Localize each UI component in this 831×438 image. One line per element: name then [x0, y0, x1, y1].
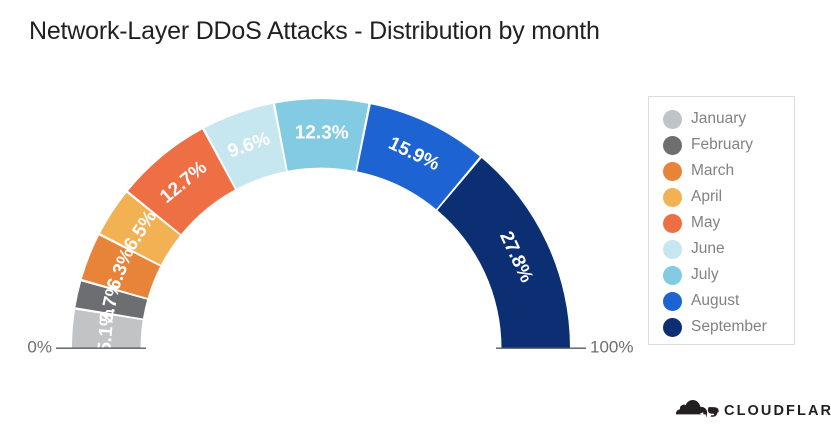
legend-swatch-icon [663, 213, 682, 233]
legend-item-february[interactable]: February [649, 132, 794, 158]
brand-wordmark: CLOUDFLARE® [724, 403, 831, 419]
axis-end-label: 100% [590, 337, 633, 356]
gauge-value-label: 12.3% [295, 122, 349, 143]
legend-item-september[interactable]: September [649, 314, 794, 340]
gauge-segment-march[interactable] [81, 235, 161, 299]
legend-item-april[interactable]: April [649, 184, 794, 210]
legend-item-label: September [691, 318, 767, 335]
page-title: Network-Layer DDoS Attacks - Distributio… [29, 17, 600, 45]
legend-swatch-icon [663, 239, 682, 259]
brand-wordmark-text: CLOUDFLARE [724, 402, 831, 419]
gauge-value-label: 5.1% [94, 308, 118, 353]
legend-swatch-icon [663, 109, 682, 129]
legend-item-march[interactable]: March [649, 158, 794, 184]
legend-item-label: March [691, 162, 735, 179]
legend-swatch-icon [663, 291, 682, 311]
gauge-segment-february[interactable] [75, 281, 148, 319]
gauge-segment-january[interactable] [72, 309, 143, 349]
legend-item-label: January [691, 110, 747, 127]
legend: January February March April May June July Augu… [648, 96, 795, 345]
gauge-segment-group [72, 99, 570, 349]
legend-item-june[interactable]: June [649, 236, 794, 262]
cloud-icon [676, 400, 720, 421]
gauge-svg: 5.1%3.7%6.3%6.5%12.7%9.6% 12.3%15.9%27.8%… [27, 99, 633, 356]
gauge-segment-april[interactable] [100, 192, 181, 265]
gauge-segment-may[interactable] [128, 129, 235, 235]
legend-item-july[interactable]: July [649, 262, 794, 288]
legend-item-label: July [691, 266, 719, 283]
legend-item-august[interactable]: August [649, 288, 794, 314]
legend-item-may[interactable]: May [649, 210, 794, 236]
gauge-segment-august[interactable] [357, 104, 480, 210]
legend-item-label: May [691, 214, 721, 231]
legend-item-label: April [691, 188, 723, 205]
legend-item-label: February [691, 136, 754, 153]
legend-swatch-icon [663, 161, 682, 181]
legend-item-january[interactable]: January [649, 106, 794, 132]
gauge-segment-june[interactable] [204, 103, 287, 189]
legend-swatch-icon [663, 135, 682, 155]
gauge-segment-july[interactable] [275, 99, 369, 172]
axis-start-label: 0% [27, 337, 52, 356]
legend-swatch-icon [663, 265, 682, 285]
cloudflare-logo: CLOUDFLARE® [676, 400, 831, 421]
legend-swatch-icon [663, 187, 682, 207]
gauge-segment-september[interactable] [437, 157, 570, 349]
legend-item-label: August [691, 292, 740, 309]
gauge-chart: 5.1% 3.7% 6.3% 6.5% 12.7% 9.6% 12.3% 15.9% 27.8%… [27, 99, 633, 356]
legend-item-label: June [691, 240, 725, 257]
legend-swatch-icon [663, 317, 682, 337]
